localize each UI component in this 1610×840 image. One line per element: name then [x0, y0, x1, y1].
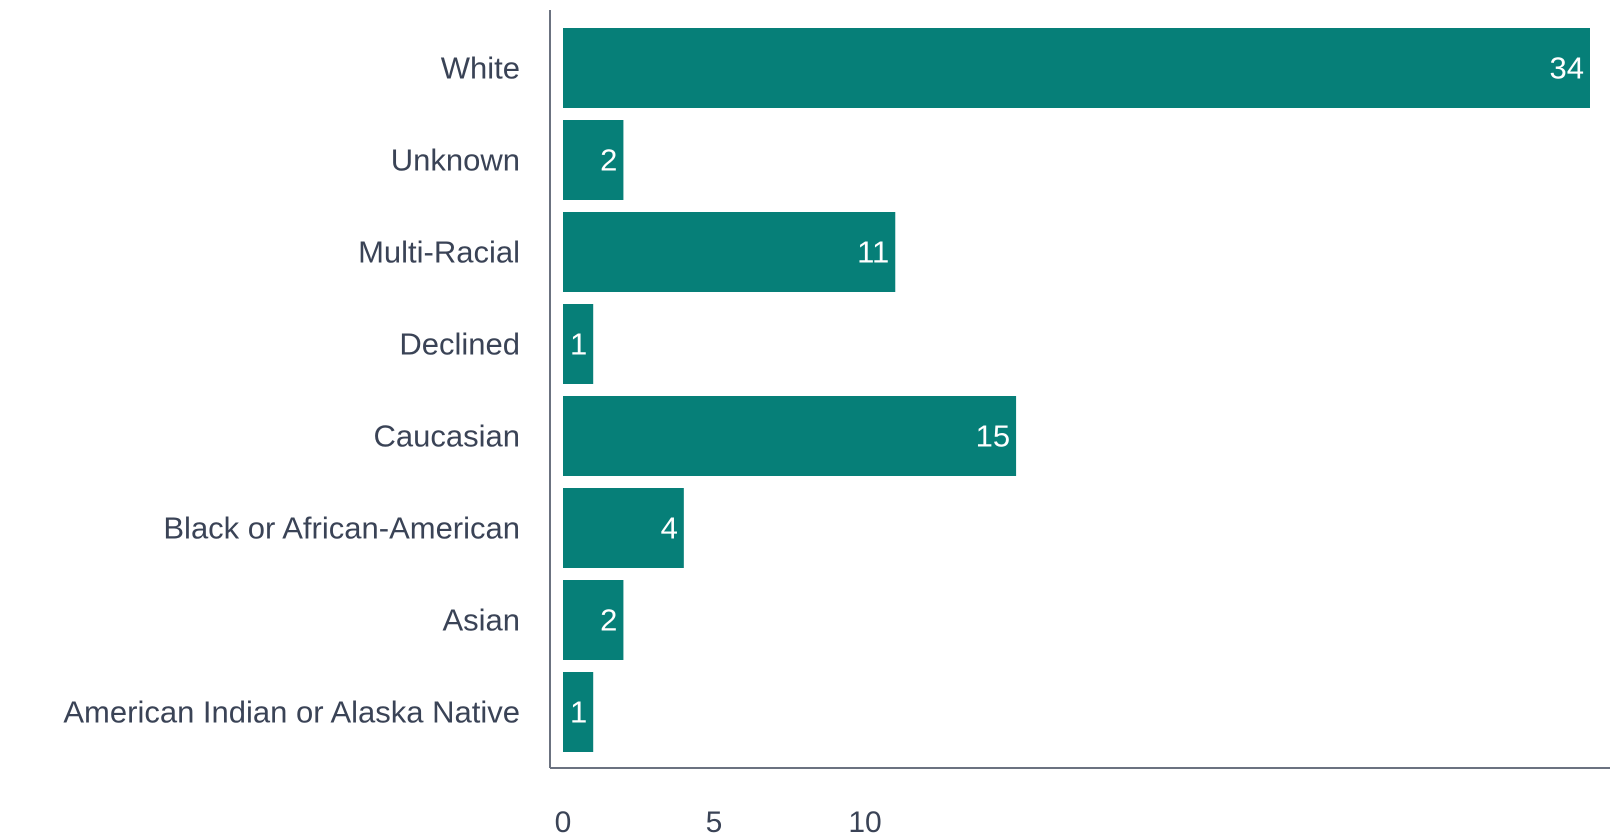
bar-value-label: 2 [600, 143, 617, 178]
bar-4 [563, 396, 1016, 476]
x-tick-labels-group: 0 5 10 [555, 806, 882, 839]
bar-value-label: 34 [1550, 51, 1584, 86]
bar-2 [563, 212, 895, 292]
bars-group [563, 28, 1590, 752]
x-tick-label: 5 [706, 806, 723, 839]
category-label: Caucasian [374, 419, 520, 454]
category-label: American Indian or Alaska Native [63, 695, 520, 730]
category-label: Black or African-American [163, 511, 520, 546]
bar-value-label: 11 [857, 235, 889, 270]
category-label: Asian [442, 603, 520, 638]
category-label: Multi-Racial [358, 235, 520, 270]
bar-value-label: 2 [600, 603, 617, 638]
x-tick-label: 0 [555, 806, 572, 839]
category-label: Unknown [391, 143, 520, 178]
bar-0 [563, 28, 1590, 108]
bar-value-label: 15 [976, 419, 1010, 454]
x-tick-label: 10 [848, 806, 881, 839]
category-labels-group: White Unknown Multi-Racial Declined Caucasia… [63, 51, 520, 730]
category-label: Declined [399, 327, 520, 362]
bar-value-label: 1 [570, 327, 587, 362]
bar-value-label: 4 [661, 511, 678, 546]
category-label: White [441, 51, 520, 86]
bar-value-label: 1 [570, 695, 587, 730]
